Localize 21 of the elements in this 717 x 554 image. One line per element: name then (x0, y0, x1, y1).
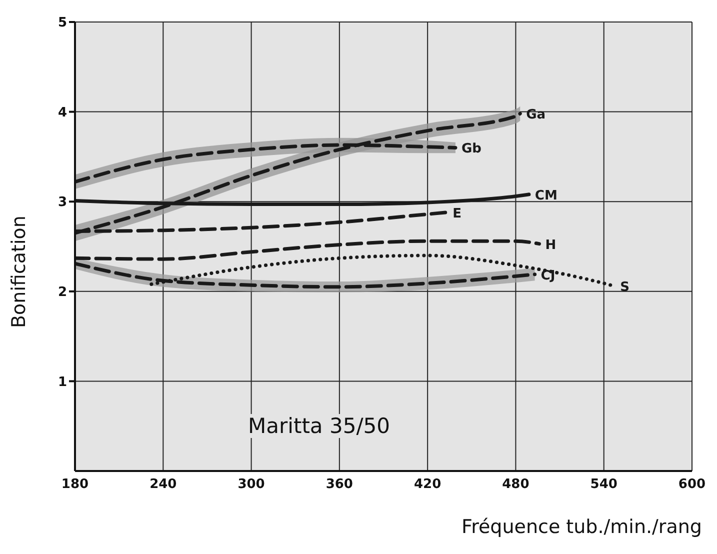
y-axis-title: Bonification (8, 214, 30, 328)
y-tick-label: 2 (58, 285, 67, 300)
x-tick-label: 480 (502, 477, 530, 492)
x-tick-label: 300 (238, 477, 265, 492)
x-tick-label: 600 (678, 477, 706, 492)
y-tick-label: 1 (58, 374, 67, 390)
y-tick-label: 3 (58, 195, 67, 210)
annotation: Maritta 35/50 (246, 414, 392, 438)
x-tick-label: 360 (326, 477, 353, 492)
x-tick-label: 240 (150, 477, 177, 492)
x-tick-label: 540 (590, 477, 618, 492)
x-tick-label: 420 (414, 477, 442, 492)
series-label: H (545, 238, 556, 253)
y-tick-label: 5 (58, 16, 67, 31)
series-label: CM (534, 188, 558, 204)
x-tick-label: 180 (61, 477, 89, 492)
x-axis-title: Fréquence tub./min./rang (462, 516, 702, 538)
y-tick-label: 4 (58, 105, 67, 120)
series-label: Gb (461, 142, 482, 157)
series-label: E (452, 206, 462, 222)
series-label: Ga (526, 108, 546, 123)
